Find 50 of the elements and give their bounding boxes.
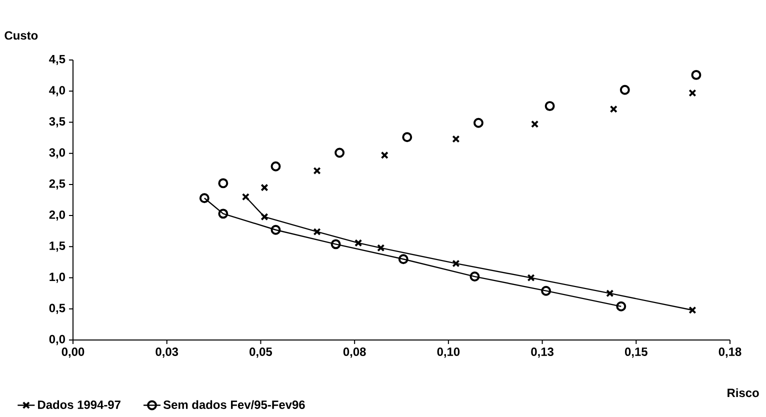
legend-label: Sem dados Fev/95-Fev96 [163,400,305,410]
point [691,70,702,80]
point [530,120,539,128]
point [218,208,228,219]
y-tick-label: 4,5 [49,54,66,66]
y-axis-title: Custo [4,31,38,40]
point [354,239,362,247]
x-tick-label: 0,10 [437,348,460,358]
point [402,132,412,142]
point [473,118,484,128]
point [610,105,618,113]
point [452,260,460,268]
y-tick-label: 2,0 [49,210,66,221]
x-tick-label: 0,15 [624,348,648,358]
point [541,286,552,296]
point [527,274,535,282]
y-tick-label: 3,0 [49,148,66,158]
point [270,161,281,172]
point [260,212,268,221]
y-tick-label: 1,5 [50,242,66,252]
x-axis-title: Risco [728,388,759,398]
y-tick-label: 1,0 [50,272,66,283]
x-tick-label: 0,05 [250,348,272,358]
x-tick-label: 0,18 [718,348,742,358]
point [398,254,408,264]
point [260,184,268,192]
point [313,166,321,175]
point [544,101,555,112]
point [334,148,345,158]
point [452,135,460,143]
point [313,228,321,236]
x-tick-label: 0,03 [156,348,178,358]
x-tick-label: 0,13 [531,348,554,358]
point [620,84,630,95]
legend-label: Dados 1994-97 [38,400,120,409]
x-tick-label: 0,08 [343,348,366,358]
point [470,272,480,282]
y-tick-label: 0,0 [49,334,66,346]
point [330,239,341,250]
y-tick-label: 4,0 [49,86,66,96]
point [377,244,385,252]
point [380,151,388,160]
y-tick-label: 3,5 [49,117,66,128]
point [270,224,281,235]
y-tick-label: 0,5 [49,304,66,314]
point [688,89,696,97]
point [606,290,614,298]
x-tick-label: 0,00 [62,348,84,358]
y-tick-label: 2,5 [49,179,66,190]
point [218,178,228,188]
